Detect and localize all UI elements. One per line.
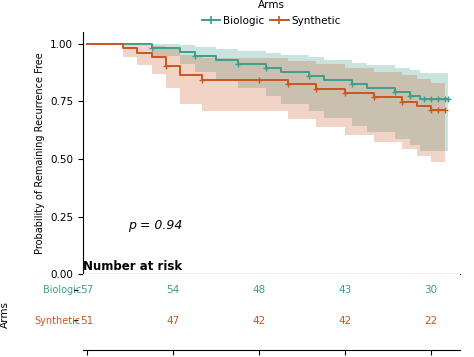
Point xyxy=(435,107,442,113)
Point xyxy=(263,65,270,71)
Text: Number at risk: Number at risk xyxy=(83,260,182,273)
Point xyxy=(435,97,442,102)
Point xyxy=(442,107,449,113)
Point xyxy=(313,86,320,91)
Point xyxy=(148,45,155,51)
Point xyxy=(284,81,292,87)
Text: Biologic: Biologic xyxy=(43,285,81,296)
Legend: Biologic, Synthetic: Biologic, Synthetic xyxy=(197,0,346,30)
Text: Synthetic: Synthetic xyxy=(35,316,81,326)
Text: 43: 43 xyxy=(338,285,352,296)
Text: 42: 42 xyxy=(253,316,266,326)
Point xyxy=(162,64,170,69)
Point xyxy=(198,77,206,83)
Text: 30: 30 xyxy=(425,285,438,296)
Y-axis label: Probability of Remaining Recurrence Free: Probability of Remaining Recurrence Free xyxy=(35,52,45,254)
Point xyxy=(406,93,413,99)
Text: 42: 42 xyxy=(338,316,352,326)
Text: Arms: Arms xyxy=(0,301,10,328)
Text: p = 0.94: p = 0.94 xyxy=(128,219,182,232)
Text: 54: 54 xyxy=(166,285,180,296)
Text: 22: 22 xyxy=(425,316,438,326)
Point xyxy=(234,61,241,67)
Point xyxy=(399,99,406,104)
Text: 48: 48 xyxy=(253,285,266,296)
Point xyxy=(428,97,435,102)
Point xyxy=(348,81,356,87)
Text: 51: 51 xyxy=(81,316,94,326)
Point xyxy=(341,90,349,96)
Point xyxy=(255,77,263,83)
Point xyxy=(392,89,399,95)
Text: 57: 57 xyxy=(81,285,94,296)
Text: 47: 47 xyxy=(166,316,180,326)
Point xyxy=(420,97,428,102)
Point xyxy=(191,53,199,59)
Point xyxy=(370,95,378,100)
Point xyxy=(442,97,449,102)
Point xyxy=(428,107,435,113)
Point xyxy=(445,97,452,102)
Point xyxy=(306,73,313,79)
